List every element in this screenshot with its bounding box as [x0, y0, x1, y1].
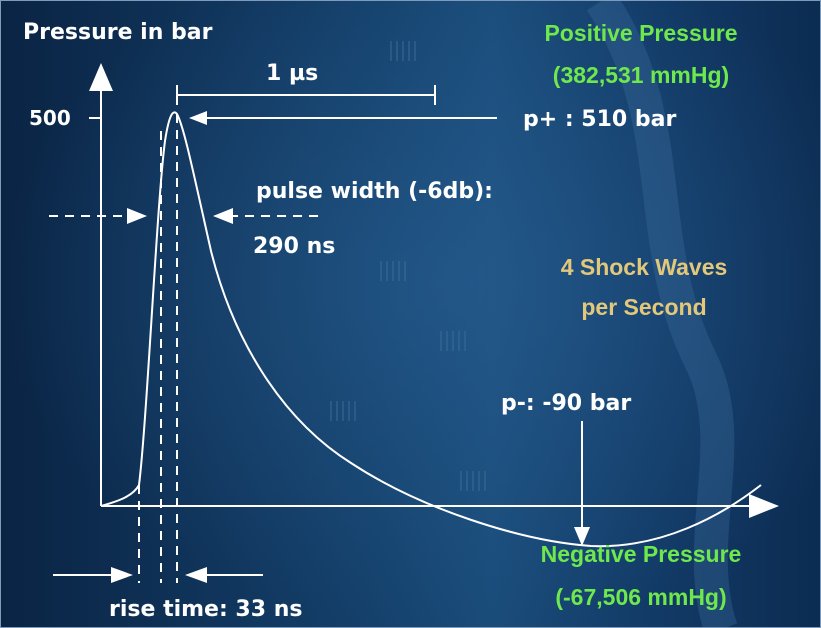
positive-pressure-mmhg: (382,531 mmHg) [553, 62, 729, 88]
y-axis-label: Pressure in bar [23, 20, 213, 45]
rise-time-right-arrowhead [185, 567, 207, 583]
pulse-width-right-arrowhead [213, 208, 233, 224]
peak-pressure-label: p+ : 510 bar [523, 107, 676, 132]
negative-peak-label: p-: -90 bar [501, 391, 631, 416]
positive-pressure-title: Positive Pressure [544, 20, 737, 46]
negative-pressure-mmhg: (-67,506 mmHg) [555, 584, 726, 610]
background-texture [330, 41, 486, 491]
y-axis-arrowhead [89, 63, 113, 91]
rise-time-left-arrowhead [111, 567, 133, 583]
negative-pressure-title: Negative Pressure [541, 541, 742, 567]
pressure-waveform [100, 111, 762, 548]
time-scale-label: 1 µs [266, 61, 318, 86]
pulse-width-value: 290 ns [253, 234, 335, 259]
pulse-width-label: pulse width (-6db): [256, 179, 493, 204]
rise-time-label: rise time: 33 ns [109, 597, 302, 622]
peak-pointer-arrowhead [189, 111, 207, 125]
y-tick-label-500: 500 [29, 106, 71, 130]
negative-pointer-arrowhead [574, 527, 590, 546]
x-axis-arrowhead [749, 494, 779, 518]
shock-waves-line1: 4 Shock Waves [561, 254, 728, 280]
background-helix [586, 1, 738, 627]
pulse-width-left-arrowhead [127, 208, 147, 224]
shock-waves-line2: per Second [581, 294, 706, 320]
